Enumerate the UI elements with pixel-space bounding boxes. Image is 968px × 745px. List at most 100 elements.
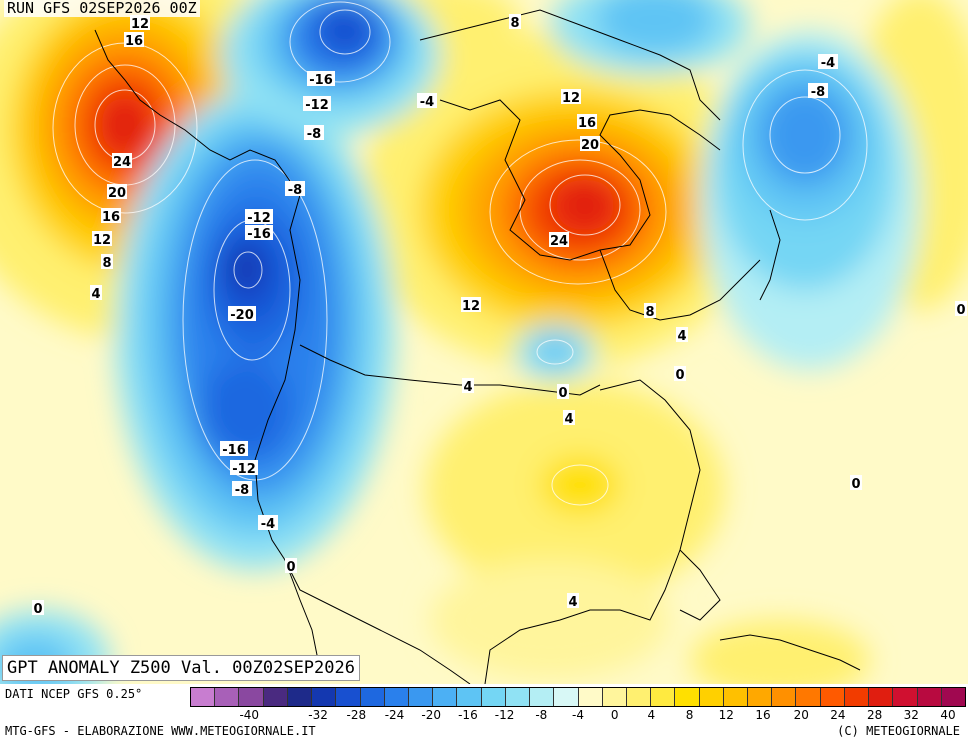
contour-value-label: 24 [549, 232, 569, 249]
colorbar-swatch [796, 688, 821, 706]
colorbar-swatch [384, 688, 409, 706]
contour-value-label: 0 [285, 558, 297, 575]
colorbar-tick-label: 4 [647, 708, 656, 722]
contour-value-label: 4 [676, 327, 688, 344]
contour-value-label: -8 [232, 481, 252, 498]
colorbar-swatch [675, 688, 700, 706]
colorbar-ticks: -40 -32 -28 -24 -20 -16 -12 -8 -4 0 4 8 12 16 20 24 28 32… [190, 708, 966, 724]
contour-value-label: 12 [92, 231, 112, 248]
colorbar-tick-label: -28 [346, 708, 367, 722]
colorbar-swatch [433, 688, 458, 706]
svg-text:4: 4 [564, 412, 573, 427]
data-source: DATI NCEP GFS 0.25° [5, 687, 143, 701]
colorbar-swatch [554, 688, 579, 706]
colorbar-tick-label: 24 [830, 708, 846, 722]
contour-value-label: 0 [955, 301, 967, 318]
svg-text:-4: -4 [821, 56, 835, 71]
contour-value-label: 24 [112, 153, 132, 170]
colorbar-swatch [263, 688, 288, 706]
svg-text:-8: -8 [235, 483, 249, 498]
colorbar-swatch [287, 688, 313, 706]
svg-text:0: 0 [851, 477, 860, 492]
colorbar-tick-label: -40 [239, 708, 260, 722]
colorbar-swatch [772, 688, 797, 706]
contour-value-label: 4 [462, 378, 474, 395]
colorbar-tick-label: -4 [572, 708, 584, 722]
svg-text:0: 0 [33, 602, 42, 617]
run-title: RUN GFS 02SEP2026 00Z [4, 0, 200, 17]
colorbar-swatch [457, 688, 482, 706]
svg-text:-16: -16 [222, 443, 246, 458]
colorbar-swatch [408, 688, 434, 706]
colorbar-swatch [917, 688, 942, 706]
svg-text:-12: -12 [305, 98, 329, 113]
colorbar-tick-label: 12 [718, 708, 734, 722]
svg-text:-8: -8 [811, 85, 825, 100]
svg-text:20: 20 [108, 186, 126, 201]
colorbar-swatch [941, 688, 965, 706]
colorbar-tick-label: -24 [384, 708, 405, 722]
colorbar-swatch [191, 688, 216, 706]
svg-text:4: 4 [568, 595, 577, 610]
colorbar-swatch [336, 688, 361, 706]
contour-value-label: -16 [245, 225, 273, 242]
contour-value-label: -8 [285, 181, 305, 198]
contour-value-label: 0 [674, 366, 686, 383]
svg-text:0: 0 [286, 560, 295, 575]
colorbar-tick-label: 20 [793, 708, 809, 722]
colorbar-swatch [312, 688, 337, 706]
svg-text:-4: -4 [420, 95, 434, 110]
colorbar-swatch [578, 688, 603, 706]
contour-value-label: 16 [577, 114, 597, 131]
contour-labels: 12162420161284-16-12-8-8-12-16-20-16-12-… [32, 14, 967, 617]
colorbar-swatch [651, 688, 676, 706]
svg-text:-16: -16 [247, 227, 271, 242]
colorbar-tick-label: 8 [685, 708, 694, 722]
colorbar-swatch [748, 688, 773, 706]
svg-text:4: 4 [91, 287, 100, 302]
colorbar-swatch [602, 688, 627, 706]
svg-text:-8: -8 [288, 183, 302, 198]
colorbar-swatch [505, 688, 531, 706]
colorbar-tick-label: -20 [421, 708, 442, 722]
contour-value-label: 8 [509, 14, 521, 31]
contour-value-label: 8 [101, 254, 113, 271]
colorbar-swatch [869, 688, 894, 706]
contour-value-label: 0 [32, 600, 44, 617]
colorbar-tick-label: -12 [494, 708, 515, 722]
contour-value-label: 4 [563, 410, 575, 427]
colorbar [190, 687, 966, 707]
svg-text:-12: -12 [232, 462, 256, 477]
colorbar-swatch [820, 688, 845, 706]
colorbar-swatch [723, 688, 749, 706]
svg-text:0: 0 [558, 386, 567, 401]
svg-text:12: 12 [562, 91, 580, 106]
svg-text:16: 16 [578, 116, 596, 131]
contour-value-label: 12 [130, 15, 150, 32]
colorbar-tick-label: 16 [755, 708, 771, 722]
credit-left: MTG-GFS - ELABORAZIONE WWW.METEOGIORNALE… [5, 724, 316, 738]
colorbar-tick-label: 40 [940, 708, 956, 722]
contour-value-label: 8 [644, 303, 656, 320]
contour-value-label: -4 [818, 54, 838, 71]
coastlines [94, 9, 861, 684]
svg-text:16: 16 [125, 34, 143, 49]
colorbar-swatch [893, 688, 918, 706]
contour-value-label: 12 [561, 89, 581, 106]
contour-value-label: 16 [101, 208, 121, 225]
colorbar-swatch [530, 688, 555, 706]
colorbar-tick-label: 0 [610, 708, 619, 722]
colorbar-tick-label: -8 [535, 708, 548, 722]
svg-text:0: 0 [956, 303, 965, 318]
contour-value-label: 4 [90, 285, 102, 302]
colorbar-swatch [626, 688, 652, 706]
colorbar-tick-label: 28 [866, 708, 883, 722]
colorbar-swatch [360, 688, 385, 706]
contour-value-label: 20 [107, 184, 127, 201]
svg-text:20: 20 [581, 138, 599, 153]
svg-text:-4: -4 [261, 517, 275, 532]
colorbar-tick-label: -16 [458, 708, 478, 722]
svg-text:24: 24 [113, 155, 131, 170]
colorbar-tick-label: 32 [903, 708, 919, 722]
footer: DATI NCEP GFS 0.25° -40 -32 -28 -24 -20 -16 -1… [0, 684, 968, 745]
